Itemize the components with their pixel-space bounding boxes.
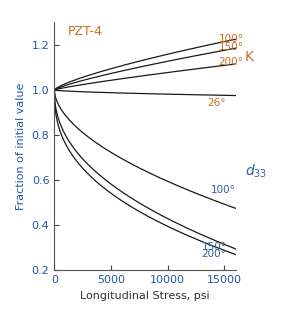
Text: $d_{33}$: $d_{33}$ (245, 162, 267, 180)
Text: PZT-4: PZT-4 (68, 25, 103, 38)
Text: 200°: 200° (202, 249, 226, 259)
Text: 26°: 26° (207, 98, 226, 108)
X-axis label: Longitudinal Stress, psi: Longitudinal Stress, psi (80, 291, 210, 301)
Text: 150°: 150° (202, 242, 226, 252)
Text: 100°: 100° (210, 185, 236, 195)
Y-axis label: Fraction of initial value: Fraction of initial value (16, 83, 26, 210)
Text: 150°: 150° (219, 42, 244, 52)
Text: 100°: 100° (219, 34, 243, 44)
Text: K: K (245, 50, 254, 64)
Text: 200°: 200° (219, 57, 243, 67)
